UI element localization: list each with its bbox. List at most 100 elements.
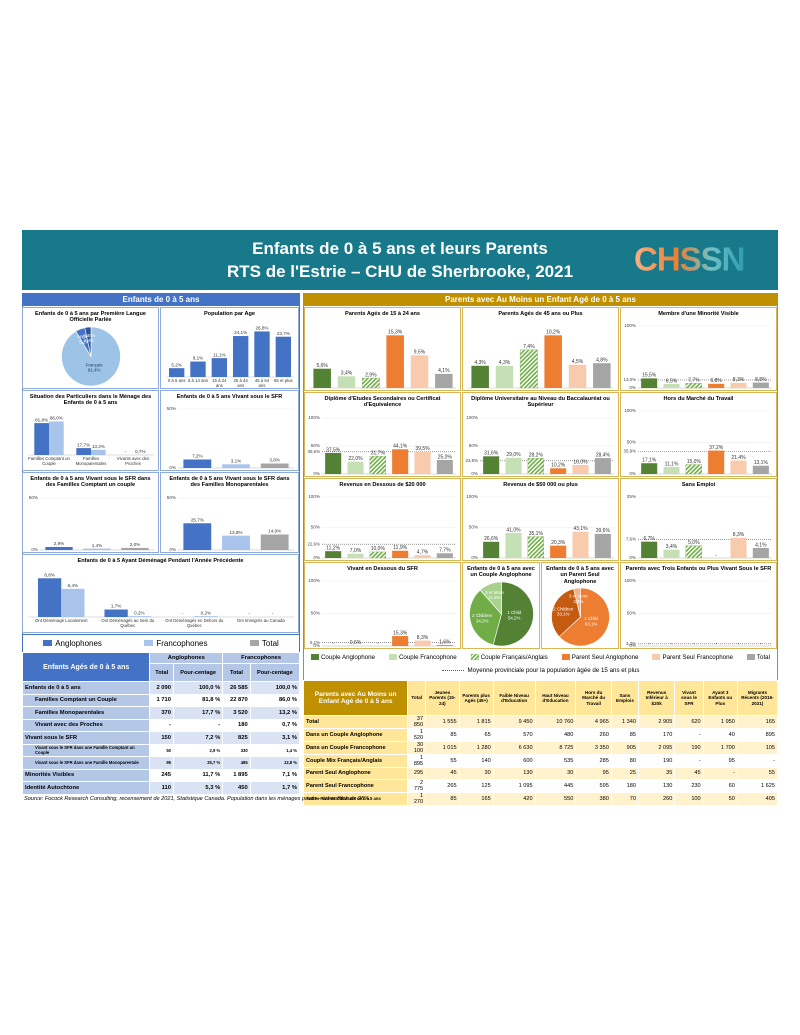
bar [386, 335, 404, 388]
bar [194, 616, 218, 617]
cell: 550 [534, 791, 577, 806]
bar-value-label: 25,7% [191, 517, 204, 522]
cell: 265 [425, 778, 460, 793]
bar-value-label: 1,4% [92, 543, 102, 548]
bar-value-label: 7,7% [439, 548, 451, 554]
y-tick-label: 0% [169, 465, 176, 470]
bar [37, 578, 62, 617]
column-header: Haut Niveau d'Education [534, 680, 577, 716]
bar-value-label: 4,1% [438, 368, 450, 374]
average-label: 7,6% [626, 537, 636, 542]
cell: 2 095 [637, 741, 676, 755]
legend-item: Couple Francophone [388, 654, 457, 661]
cell: 30 [534, 767, 577, 780]
chart-title: Vivant en Dessous du SFR [347, 566, 418, 572]
cell: 1 625 [736, 778, 779, 793]
table-row: Identité Autochtone 110 5,3 % 450 1,7 % [21, 781, 301, 795]
bar-value-label: 31,7% [371, 451, 386, 457]
cell: 7,2 % [172, 731, 224, 745]
cell: 165 [736, 715, 779, 729]
cell: 70 [610, 791, 640, 806]
bar-value-label: 8,3% [417, 635, 429, 641]
bar [752, 547, 769, 558]
pie-slice [573, 587, 581, 618]
legend-row: Moyenne provinciale pour la population â… [304, 664, 777, 676]
bar-value-label: 20,3% [551, 540, 566, 546]
bar-value-label: 7,2% [192, 454, 202, 459]
legend-label: Anglophones [55, 638, 102, 648]
chart-title: Enfants de 0 à 5 ans par Première Langue… [35, 311, 146, 324]
cell: 65 [458, 728, 494, 742]
y-tick-label: 100% [466, 494, 478, 499]
average-label: 5,1% [310, 640, 320, 645]
header-band: Enfants de 0 à 5 ans et leurs Parents RT… [22, 230, 778, 290]
bar-value-label: 44,1% [393, 444, 408, 450]
chart-title: Membre d'une Minorité Visible [658, 311, 739, 317]
cell: 190 [637, 754, 676, 768]
bar-value-label: 10,2% [546, 330, 561, 336]
cell: 85 [425, 791, 460, 806]
bar-value-label: - [738, 640, 740, 646]
bar-value-label: 3,8% [269, 458, 279, 463]
chart-title: Parents Agés de 15 à 24 ans [344, 311, 421, 317]
cell: 95 [575, 767, 612, 780]
cell: 105 [736, 741, 779, 755]
y-tick-label: 50% [29, 495, 38, 500]
chart-box: Revenus en Dessous de $20 000 0% 50% 100% 22… [304, 478, 461, 561]
cell: 30 [458, 767, 494, 780]
average-label: 3,3% [626, 641, 636, 646]
row-label: Vivant sous le SFR dans une Famille Comp… [21, 743, 151, 757]
bar-value-label: 31,6% [484, 451, 499, 457]
table-row: Couple Mix Français/Anglais 1 895 55 140 600… [302, 754, 779, 768]
bar-value-label: 26,6% [484, 536, 499, 542]
y-tick-label: 0% [31, 547, 38, 552]
table-title: Enfants Agés de 0 à 5 ans [21, 652, 151, 682]
slice-value: 54,2% [508, 615, 521, 620]
bar [708, 383, 725, 388]
bar [392, 636, 409, 646]
legend-swatch-fill [652, 654, 661, 660]
slice-label: Anglais [77, 334, 92, 339]
y-tick-label: 50% [627, 440, 636, 445]
bar [708, 450, 725, 474]
chart-box: Parents avec Trois Enfants ou Plus Vivan… [620, 562, 777, 649]
bar-value-label: 13,2% [92, 444, 105, 449]
slice-label: 1 Child [584, 616, 598, 621]
chart-title: Population par Age [203, 311, 256, 317]
y-tick-label: 0% [629, 555, 636, 560]
chart-box: Enfants de 0 à 5 ans Vivant sous le SFR 0… [160, 390, 299, 471]
chart-title: Parents avec Trois Enfants ou Plus Vivan… [625, 566, 772, 572]
cell: 25 [610, 767, 640, 780]
y-tick-label: 50% [311, 525, 320, 530]
bar-value-label: 10,0% [371, 546, 386, 552]
bar-value-label: 39,6% [596, 528, 611, 534]
bar [347, 553, 364, 558]
bar [49, 421, 64, 455]
legend-item: Parent Seul Francophone [652, 654, 733, 661]
plot: 0% 50% 100% 22,6% 11,2% 7,0% 10,0% 11,9% 4,7% 7,7… [308, 494, 456, 560]
cell: 3 520 [222, 706, 251, 720]
legend-swatch-fill [470, 654, 479, 660]
bar [572, 531, 589, 558]
legend-swatch [561, 654, 570, 660]
legend-item: Anglophones [43, 639, 102, 648]
cell: 1,7 % [249, 781, 301, 795]
right-heading: Parents avec Au Moins un Enfant Agé de 0… [303, 293, 778, 306]
plot: 0% 100% 13,0% 15,5% 6,5% 7,7% 6,8% 8,3% 8,8% [624, 323, 772, 390]
row-label: Enfants de 0 à 5 ans [21, 681, 151, 695]
bar [45, 546, 73, 550]
chart-title: Hors du Marché du Travail [663, 396, 734, 402]
cell: 3 350 [575, 741, 612, 755]
bar [436, 553, 453, 558]
bar-value-label: - [248, 611, 250, 616]
cell: - [149, 718, 174, 732]
cell: 1 700 [702, 741, 738, 755]
y-tick-label: 50% [469, 443, 478, 448]
bar-value-label: 6,7% [643, 536, 655, 542]
bar-value-label: - [693, 640, 695, 646]
chart-title: Diplôme Universitaire au Niveau du Bacca… [471, 396, 610, 409]
legend-swatch [310, 654, 319, 660]
y-tick-label: 50% [627, 611, 636, 616]
y-tick-label: 0% [313, 555, 320, 560]
